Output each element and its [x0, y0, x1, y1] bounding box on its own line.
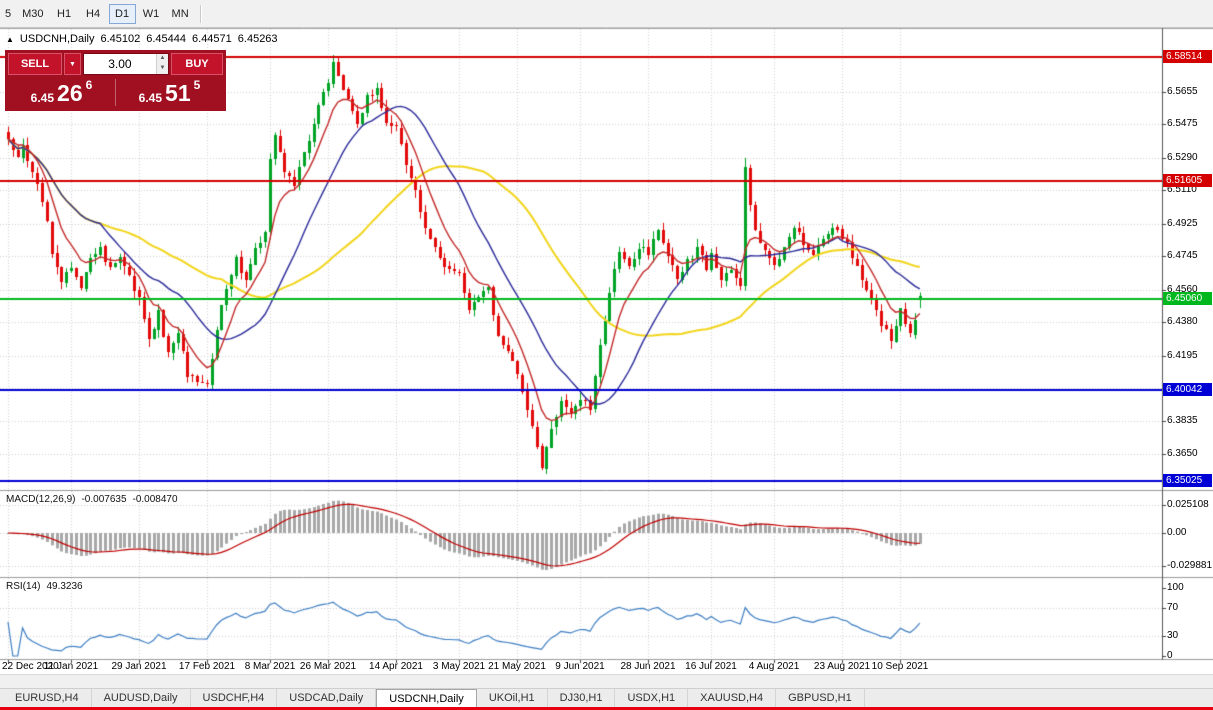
sell-price-base: 6.45: [30, 91, 55, 105]
chart-tab-dj30-h1[interactable]: DJ30,H1: [548, 689, 616, 707]
macd-signal-value: -0.008470: [132, 494, 178, 505]
buy-price-base: 6.45: [138, 91, 163, 105]
rsi-indicator-label: RSI(14) 49.3236: [6, 581, 83, 592]
timeframe-toolbar: 5 M30 H1 H4 D1 W1 MN: [0, 0, 1213, 28]
toolbar-separator: [199, 4, 202, 23]
chart-title: ▲ USDCNH,Daily 6.45102 6.45444 6.44571 6…: [6, 33, 278, 45]
chart-tab-usdcnh-daily[interactable]: USDCNH,Daily: [376, 689, 477, 707]
macd-name: MACD(12,26,9): [6, 494, 76, 505]
chart-symbol-period: USDCNH,Daily: [19, 33, 95, 45]
chart-tab-usdx-h1[interactable]: USDX,H1: [615, 689, 689, 707]
lot-increase-button[interactable]: ▲: [156, 54, 168, 64]
sell-button[interactable]: SELL: [8, 53, 62, 75]
lot-size-input[interactable]: [84, 54, 156, 74]
chart-tab-usdchf-h4[interactable]: USDCHF,H4: [191, 689, 278, 707]
lot-decrease-button[interactable]: ▼: [156, 64, 168, 74]
buy-button[interactable]: BUY: [171, 53, 223, 75]
chart-tab-xauusd-h4[interactable]: XAUUSD,H4: [688, 689, 777, 707]
sell-price-pipette: 6: [85, 78, 93, 92]
ohlc-open: 6.45102: [100, 33, 141, 45]
chart-tabs-bar: EURUSD,H4 AUDUSD,Daily USDCHF,H4 USDCAD,Dai…: [0, 688, 1213, 707]
timeframe-button-h1[interactable]: H1: [57, 7, 72, 20]
ohlc-low: 6.44571: [192, 33, 232, 45]
chart-tab-audusd-daily[interactable]: AUDUSD,Daily: [92, 689, 191, 707]
ohlc-high: 6.45444: [146, 33, 187, 45]
sell-price-pips: 26: [57, 79, 83, 106]
chart-tab-usdcad-daily[interactable]: USDCAD,Daily: [277, 689, 377, 707]
chevron-down-icon: ▼: [69, 60, 76, 68]
buy-price-pipette: 5: [193, 78, 201, 92]
timeframe-button-5[interactable]: 5: [5, 7, 12, 20]
chart-tab-gbpusd-h1[interactable]: GBPUSD,H1: [776, 689, 865, 707]
buy-price-pips: 51: [165, 79, 191, 106]
price-divider: [115, 79, 116, 106]
macd-value: -0.007635: [81, 494, 127, 505]
buy-price[interactable]: 6.45 51 5: [116, 77, 223, 108]
bottom-accent-bar: [0, 707, 1213, 710]
rsi-name: RSI(14): [6, 581, 41, 592]
chart-tab-eurusd-h4[interactable]: EURUSD,H4: [3, 689, 92, 707]
chart-tab-ukoil-h1[interactable]: UKOil,H1: [477, 689, 548, 707]
ohlc-close: 6.45263: [237, 33, 278, 45]
lot-size-box: ▲ ▼: [83, 53, 169, 75]
one-click-trading-panel: SELL ▼ ▲ ▼ BUY 6.45 26 6 6.45 51: [5, 50, 226, 111]
timeframe-button-h4[interactable]: H4: [86, 7, 101, 20]
horizontal-scrollbar[interactable]: [0, 674, 1213, 688]
rsi-value: 49.3236: [46, 581, 83, 592]
collapse-icon[interactable]: ▲: [6, 35, 14, 44]
sell-price[interactable]: 6.45 26 6: [8, 77, 115, 108]
timeframe-button-m30[interactable]: M30: [22, 7, 44, 20]
lot-spinner: ▲ ▼: [155, 54, 168, 74]
timeframe-button-d1[interactable]: D1: [108, 3, 136, 24]
macd-indicator-label: MACD(12,26,9) -0.007635 -0.008470: [6, 494, 178, 505]
sell-dropdown-button[interactable]: ▼: [64, 53, 81, 75]
timeframe-button-mn[interactable]: MN: [171, 7, 189, 20]
timeframe-button-w1[interactable]: W1: [142, 7, 160, 20]
